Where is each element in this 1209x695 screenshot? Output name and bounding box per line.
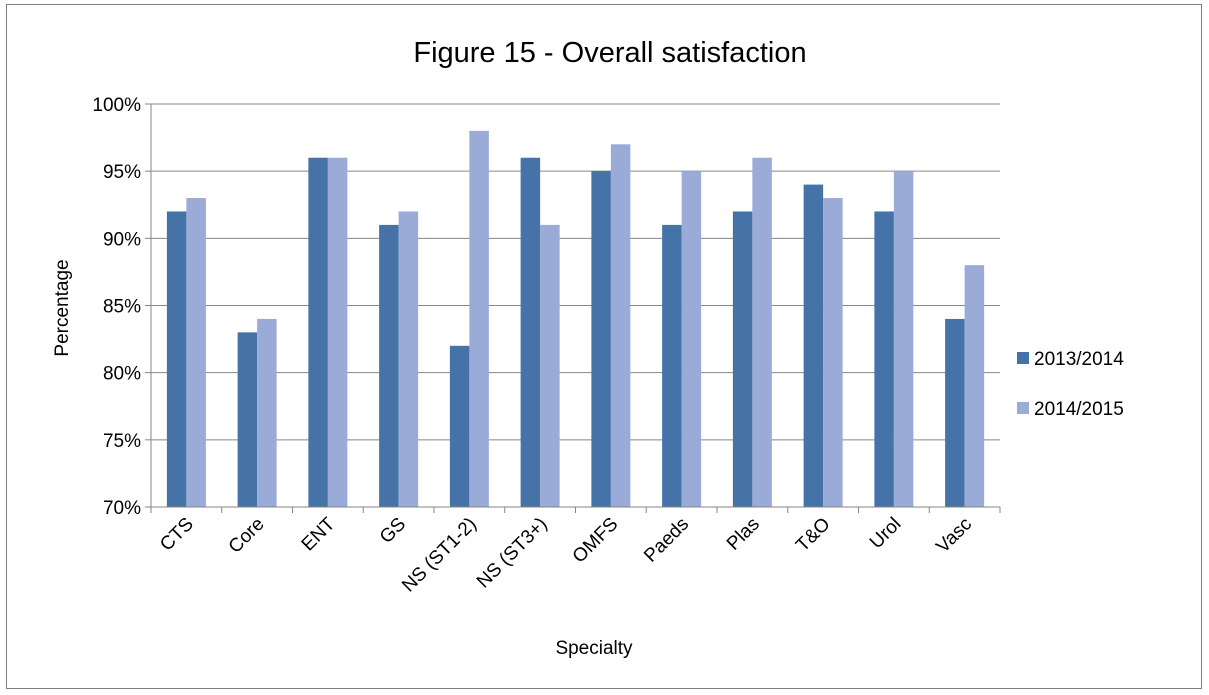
bar bbox=[964, 265, 985, 507]
gridlines bbox=[145, 103, 1000, 508]
bar bbox=[803, 184, 824, 507]
bar bbox=[893, 171, 914, 507]
bar bbox=[379, 224, 399, 507]
bar bbox=[449, 345, 470, 507]
y-tick-label: 70% bbox=[103, 498, 141, 519]
bar bbox=[257, 318, 277, 507]
bar bbox=[681, 171, 702, 507]
chart-title: Figure 15 - Overall satisfaction bbox=[413, 37, 806, 69]
bar bbox=[398, 211, 419, 507]
x-tick-label: Core bbox=[225, 514, 269, 558]
bar bbox=[327, 157, 348, 507]
legend-swatch bbox=[1017, 402, 1029, 414]
bar bbox=[874, 211, 894, 507]
bar bbox=[823, 198, 843, 508]
x-tick-label: CTS bbox=[156, 514, 198, 556]
legend-swatch bbox=[1017, 352, 1029, 364]
bar bbox=[469, 130, 489, 507]
x-tick-label: NS (ST1-2) bbox=[398, 514, 481, 597]
y-tick-labels: 70% 75% 80% 85% 90% 95% 100% bbox=[92, 95, 141, 519]
legend-label: 2014/2015 bbox=[1034, 399, 1124, 420]
bar bbox=[945, 318, 965, 507]
axes bbox=[150, 104, 1001, 513]
x-tick-label: Paeds bbox=[640, 514, 693, 567]
y-tick-label: 80% bbox=[103, 364, 141, 385]
x-tick-label: Plas bbox=[723, 514, 764, 555]
x-tick-label: OMFS bbox=[569, 514, 623, 568]
x-tick-label: T&O bbox=[792, 514, 834, 556]
bar bbox=[520, 157, 541, 507]
x-axis-label: Specialty bbox=[555, 638, 633, 659]
x-tick-label: NS (ST3+) bbox=[473, 514, 552, 593]
bar bbox=[166, 211, 187, 507]
y-tick-label: 100% bbox=[92, 95, 141, 116]
y-tick-label: 90% bbox=[103, 229, 141, 250]
y-tick-label: 75% bbox=[103, 431, 141, 452]
bar bbox=[308, 157, 328, 507]
legend: 2013/2014 2014/2015 bbox=[1017, 349, 1124, 420]
y-axis-label: Percentage bbox=[52, 259, 73, 356]
bar bbox=[237, 332, 258, 507]
x-tick-label: ENT bbox=[298, 513, 340, 555]
bar bbox=[732, 211, 753, 507]
bars bbox=[166, 130, 985, 508]
y-tick-label: 85% bbox=[103, 297, 141, 318]
bar bbox=[752, 157, 772, 507]
x-tick-label: Urol bbox=[866, 514, 905, 553]
x-tick-label: GS bbox=[376, 514, 410, 548]
legend-label: 2013/2014 bbox=[1034, 349, 1124, 370]
bar bbox=[186, 198, 206, 508]
bar bbox=[662, 224, 682, 507]
x-tick-label: Vasc bbox=[932, 514, 976, 558]
bar bbox=[540, 224, 560, 507]
bar bbox=[610, 144, 631, 508]
y-tick-label: 95% bbox=[103, 162, 141, 183]
bar bbox=[591, 171, 611, 507]
